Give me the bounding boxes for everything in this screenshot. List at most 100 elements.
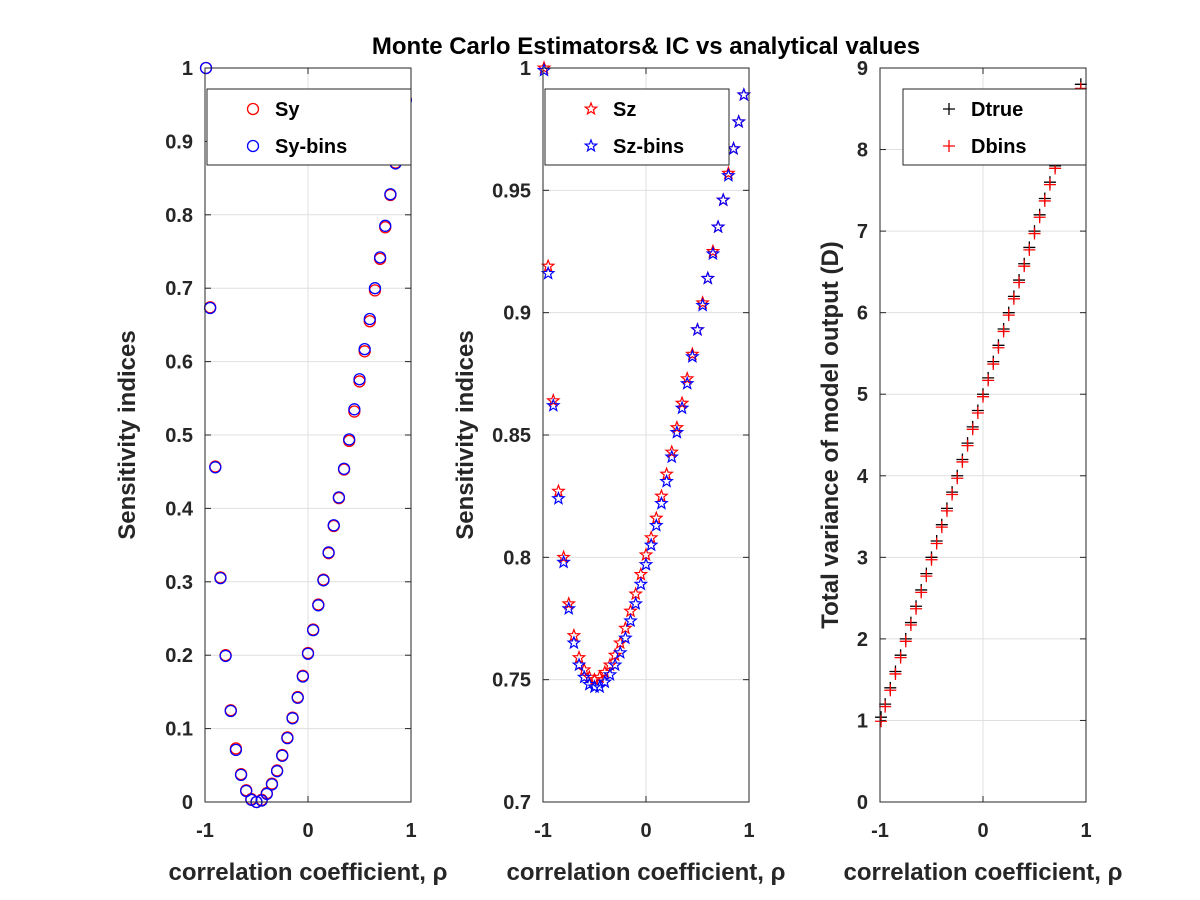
data-point <box>654 495 669 510</box>
y-tick-label: 2 <box>857 629 868 651</box>
data-point <box>296 670 310 683</box>
data-point <box>597 674 613 689</box>
y-tick-label: 0.6 <box>165 352 193 374</box>
data-point <box>260 787 273 801</box>
data-point <box>633 576 649 591</box>
data-point <box>1043 178 1056 191</box>
data-point <box>607 657 623 672</box>
data-point <box>721 165 736 180</box>
data-point <box>556 549 571 564</box>
data-point <box>674 395 690 410</box>
x-axis-label: correlation coefficient, ρ <box>169 859 448 886</box>
data-point <box>875 715 888 728</box>
data-point <box>946 488 959 501</box>
data-point <box>715 192 731 207</box>
data-point <box>545 397 561 412</box>
data-point <box>536 62 552 77</box>
data-point <box>971 406 984 419</box>
y-tick-label: 0.8 <box>165 205 193 227</box>
data-point <box>384 188 397 201</box>
data-point <box>982 374 995 387</box>
y-axis-label: Sensitivity indices <box>114 330 141 539</box>
data-point <box>654 488 669 503</box>
data-point <box>343 433 356 446</box>
data-point <box>281 731 294 745</box>
data-point <box>1023 243 1036 256</box>
legend-label: Dtrue <box>971 99 1023 121</box>
data-point <box>659 466 674 481</box>
data-point <box>571 657 587 672</box>
y-tick-label: 0.9 <box>165 131 193 153</box>
y-tick-label: 8 <box>857 140 868 162</box>
legend-marker <box>583 138 599 153</box>
data-point <box>674 400 690 415</box>
y-tick-label: 3 <box>857 547 868 569</box>
legend: Dtrue Dbins <box>902 88 1087 166</box>
data-point <box>1002 309 1015 322</box>
panels: -1 0 100.10.20.30.40.50.60.70.80.91correla… <box>114 58 1122 886</box>
data-point <box>977 390 989 403</box>
data-point <box>322 546 335 559</box>
gridlines <box>542 67 750 803</box>
y-tick-label: 0.2 <box>165 645 193 667</box>
data-point <box>540 258 556 273</box>
legend-label: Dbins <box>971 136 1027 158</box>
data-point <box>556 554 571 569</box>
data-point <box>679 375 695 390</box>
x-tick-label: 1 <box>405 820 416 842</box>
x-tick-label: -1 <box>534 820 552 842</box>
legend-box <box>206 88 412 166</box>
series-Dtrue <box>875 78 1087 724</box>
y-tick-label: 1 <box>182 58 193 80</box>
x-axis-label: correlation coefficient, ρ <box>507 859 786 886</box>
legend-box <box>544 88 730 166</box>
data-point <box>291 691 304 704</box>
data-point <box>327 519 340 532</box>
data-point <box>358 342 371 356</box>
data-point <box>997 325 1010 338</box>
data-point <box>317 574 330 587</box>
legend-box <box>902 88 1087 166</box>
data-point <box>1007 292 1020 305</box>
data-point <box>373 251 387 264</box>
series-Sz-bins <box>536 62 752 694</box>
data-point <box>587 679 602 694</box>
data-point <box>659 473 674 488</box>
data-point <box>234 768 248 781</box>
data-point <box>229 743 243 757</box>
data-point <box>368 282 382 295</box>
data-point <box>992 341 1005 354</box>
data-point <box>889 667 902 680</box>
data-point <box>966 423 979 436</box>
data-point <box>628 596 644 611</box>
data-point <box>664 444 680 459</box>
data-point <box>648 510 664 525</box>
data-point <box>987 358 1000 371</box>
data-point <box>551 490 566 505</box>
data-point <box>705 243 721 258</box>
y-tick-label: 6 <box>857 303 868 325</box>
data-point <box>935 521 948 534</box>
legend-label: Sy <box>275 99 300 121</box>
data-point <box>695 295 710 310</box>
y-tick-label: 1 <box>857 710 868 732</box>
y-tick-label: 4 <box>857 466 869 488</box>
y-tick-label: 0.5 <box>165 425 193 447</box>
series-Dbins <box>875 82 1087 728</box>
data-point <box>379 219 392 232</box>
data-point <box>910 602 923 615</box>
data-point <box>685 348 700 363</box>
data-point <box>270 765 284 778</box>
data-point <box>363 312 376 326</box>
data-point <box>925 553 938 566</box>
y-tick-label: 0.7 <box>165 278 193 300</box>
data-point <box>721 167 736 182</box>
data-point <box>1038 194 1051 207</box>
y-tick-label: 0.9 <box>503 303 531 325</box>
data-point <box>930 537 943 550</box>
data-point <box>679 371 695 385</box>
data-point <box>710 219 726 234</box>
y-tick-label: 7 <box>857 221 868 243</box>
gridlines <box>879 67 1087 803</box>
